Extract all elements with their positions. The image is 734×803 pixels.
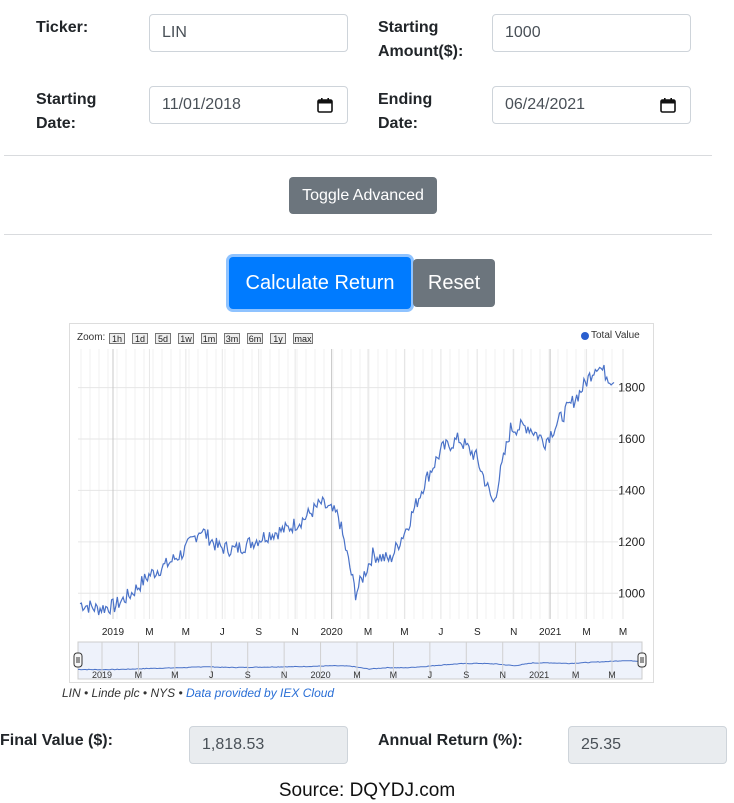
- legend-label: Total Value: [591, 330, 640, 341]
- starting-amount-input[interactable]: 1000: [492, 14, 691, 52]
- y-tick-label: 1400: [618, 483, 645, 497]
- y-tick-label: 1800: [618, 381, 645, 395]
- ticker-label: Ticker:: [36, 19, 89, 36]
- navigator-tick-label: S: [463, 670, 469, 680]
- ticker-input[interactable]: LIN: [149, 14, 348, 52]
- x-tick-label: S: [255, 627, 262, 638]
- calendar-icon[interactable]: [317, 98, 333, 113]
- navigator-tick-label: 2019: [92, 670, 112, 680]
- navigator-tick-label: M: [171, 670, 179, 680]
- iex-cloud-link[interactable]: Data provided by IEX Cloud: [186, 686, 335, 700]
- starting-amount-label-line2: Amount($):: [378, 43, 464, 60]
- zoom-button-5d[interactable]: 5d: [155, 333, 171, 344]
- navigator-tick-label: M: [390, 670, 398, 680]
- annual-return-output: 25.35: [568, 726, 727, 764]
- final-value-label: Final Value ($):: [0, 732, 113, 749]
- x-tick-label: M: [364, 627, 372, 638]
- calendar-icon[interactable]: [660, 98, 676, 113]
- ending-date-label-line1: Ending: [378, 91, 433, 108]
- final-value: 1,818.53: [202, 736, 265, 753]
- starting-amount-value: 1000: [505, 24, 541, 41]
- stock-chart: Zoom: 1h 1d 5d 1w 1m 3m 6m 1y max Total Value 10…: [69, 323, 654, 683]
- navigator-handle[interactable]: [73, 652, 83, 668]
- navigator-tick-label: J: [209, 670, 214, 680]
- navigator-line: [78, 660, 643, 671]
- navigator-tick-label: S: [245, 670, 251, 680]
- y-tick-label: 1200: [618, 535, 645, 549]
- starting-date-input[interactable]: 11/01/2018: [149, 86, 348, 124]
- starting-date-label-line2: Date:: [36, 115, 77, 132]
- x-tick-label: M: [145, 627, 153, 638]
- navigator-tick-label: M: [608, 670, 616, 680]
- x-tick-label: 2020: [320, 627, 343, 638]
- x-tick-label: J: [220, 627, 225, 638]
- starting-date-label: Starting Date:: [36, 88, 96, 136]
- toggle-advanced-button[interactable]: Toggle Advanced: [289, 177, 437, 214]
- x-tick-label: 2021: [539, 627, 562, 638]
- navigator-tick-label: M: [135, 670, 143, 680]
- ending-date-label-line2: Date:: [378, 115, 419, 132]
- divider: [4, 234, 712, 235]
- credit-text: LIN • Linde plc • NYS •: [62, 686, 186, 700]
- ending-date-input[interactable]: 06/24/2021: [492, 86, 691, 124]
- navigator-area: [77, 641, 643, 680]
- zoom-button-1h[interactable]: 1h: [109, 333, 125, 344]
- x-tick-label: M: [182, 627, 190, 638]
- starting-amount-label: Starting Amount($):: [378, 16, 463, 64]
- y-tick-label: 1600: [618, 432, 645, 446]
- reset-button[interactable]: Reset: [413, 259, 495, 307]
- navigator-tick-label: J: [428, 670, 433, 680]
- starting-date-label-line1: Starting: [36, 91, 97, 108]
- annual-return-label: Annual Return (%):: [378, 732, 523, 749]
- annual-return: 25.35: [581, 736, 622, 753]
- chart-legend[interactable]: Total Value: [581, 330, 640, 341]
- x-tick-label: 2019: [102, 627, 125, 638]
- zoom-button-6m[interactable]: 6m: [247, 333, 263, 344]
- calculate-return-button[interactable]: Calculate Return: [229, 257, 411, 309]
- navigator-tick-label: M: [353, 670, 361, 680]
- zoom-button-3m[interactable]: 3m: [224, 333, 240, 344]
- navigator-tick-label: 2021: [529, 670, 549, 680]
- zoom-button-max[interactable]: max: [293, 333, 313, 344]
- navigator-tick-label: N: [499, 670, 506, 680]
- series-line-total-value: [79, 364, 615, 616]
- zoom-button-1d[interactable]: 1d: [132, 333, 148, 344]
- ending-date-label: Ending Date:: [378, 88, 432, 136]
- chart-plot: 1000 1200 1400 1600 1800 2019 M M J S N 2020 M M J S N 20…: [73, 349, 647, 680]
- x-tick-label: N: [292, 627, 299, 638]
- x-tick-label: M: [582, 627, 590, 638]
- x-tick-label: M: [400, 627, 408, 638]
- navigator-tick-label: M: [572, 670, 580, 680]
- navigator-tick-label: 2020: [311, 670, 331, 680]
- x-tick-label: J: [438, 627, 443, 638]
- starting-date-value: 11/01/2018: [162, 96, 241, 113]
- x-tick-label: M: [619, 627, 627, 638]
- ending-date-value: 06/24/2021: [505, 96, 586, 113]
- zoom-button-1m[interactable]: 1m: [201, 333, 217, 344]
- x-tick-label: N: [510, 627, 517, 638]
- chart-credit: LIN • Linde plc • NYS • Data provided by…: [62, 686, 334, 700]
- zoom-button-1y[interactable]: 1y: [270, 333, 286, 344]
- navigator-tick-label: N: [281, 670, 288, 680]
- legend-dot-icon: [581, 331, 589, 340]
- zoom-label: Zoom:: [77, 332, 106, 343]
- divider: [4, 155, 712, 156]
- zoom-button-1w[interactable]: 1w: [178, 333, 194, 344]
- ticker-value: LIN: [162, 24, 187, 41]
- y-tick-label: 1000: [618, 586, 645, 600]
- source-credit: Source: DQYDJ.com: [278, 780, 456, 801]
- navigator-handle[interactable]: [637, 652, 647, 668]
- starting-amount-label-line1: Starting: [378, 19, 439, 36]
- x-tick-label: S: [474, 627, 481, 638]
- final-value-output: 1,818.53: [189, 726, 348, 764]
